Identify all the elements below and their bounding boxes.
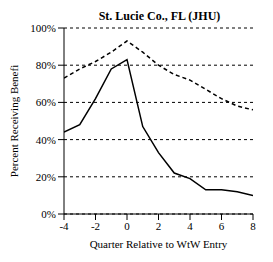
- svg-text:80%: 80%: [36, 59, 56, 71]
- svg-text:Percent Receiving Benefi: Percent Receiving Benefi: [8, 65, 20, 177]
- svg-text:20%: 20%: [36, 171, 56, 183]
- svg-text:60%: 60%: [36, 96, 56, 108]
- svg-text:40%: 40%: [36, 134, 56, 146]
- html-text:St. Lucie Co., FL (JHU): St. Lucie Co., FL (JHU): [98, 9, 221, 23]
- svg-text:4: 4: [187, 220, 193, 232]
- svg-text:-4: -4: [59, 220, 69, 232]
- svg-text:6: 6: [219, 220, 225, 232]
- svg-text:2: 2: [156, 220, 162, 232]
- svg-text:0%: 0%: [41, 208, 56, 220]
- svg-text:Quarter Relative to WtW Entry: Quarter Relative to WtW Entry: [90, 238, 228, 250]
- svg-text:0: 0: [124, 220, 130, 232]
- svg-text:8: 8: [250, 220, 256, 232]
- svg-text:-2: -2: [91, 220, 100, 232]
- svg-text:100%: 100%: [30, 24, 56, 34]
